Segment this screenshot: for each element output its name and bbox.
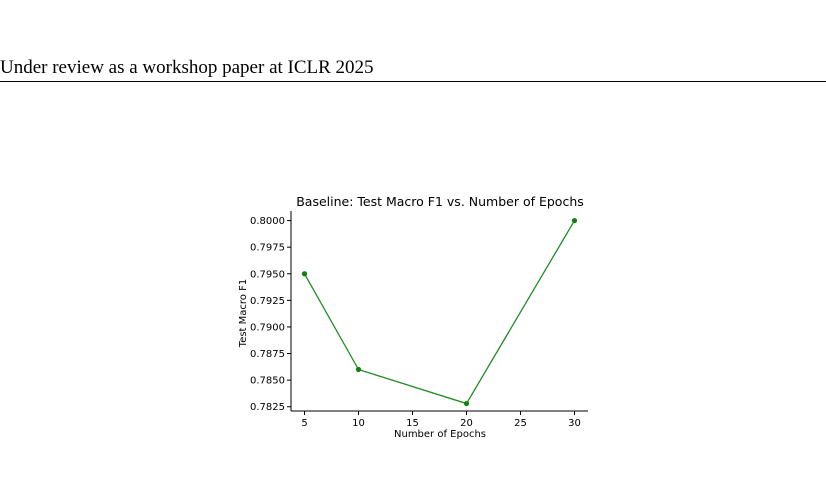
data-point [571, 217, 578, 224]
data-point [463, 400, 470, 407]
series-line [303, 220, 576, 405]
x-tick-label: 20 [460, 418, 473, 429]
y-ticks: 0.7825 0.7850 0.7875 0.7900 0.7925 0.7950 0.79… [250, 216, 291, 413]
series-layer [301, 217, 578, 407]
header-rule [0, 81, 826, 82]
x-tick-label: 15 [406, 418, 419, 429]
chart-title: Baseline: Test Macro F1 vs. Number of Ep… [296, 194, 584, 209]
y-tick-label: 0.7925 [250, 296, 285, 307]
y-tick-label: 0.7825 [250, 402, 285, 413]
x-tick-label: 10 [352, 418, 365, 429]
y-tick-label: 0.7875 [250, 349, 285, 360]
data-point [301, 271, 308, 277]
x-tick-label: 25 [514, 418, 527, 429]
x-axis-label: Number of Epochs [394, 429, 486, 440]
y-tick-label: 0.7950 [250, 269, 285, 280]
x-ticks: 5 10 15 20 25 30 [301, 411, 581, 429]
x-tick-label: 5 [301, 418, 307, 429]
y-tick-label: 0.7850 [250, 376, 285, 387]
axes [290, 211, 588, 412]
y-tick-label: 0.7900 [250, 322, 285, 333]
y-axis-label: Test Macro F1 [238, 279, 249, 348]
x-tick-label: 30 [568, 418, 581, 429]
y-tick-label: 0.7975 [250, 243, 285, 254]
running-header: Under review as a workshop paper at ICLR… [0, 57, 374, 78]
data-point [355, 366, 362, 373]
y-tick-label: 0.8000 [250, 216, 285, 227]
